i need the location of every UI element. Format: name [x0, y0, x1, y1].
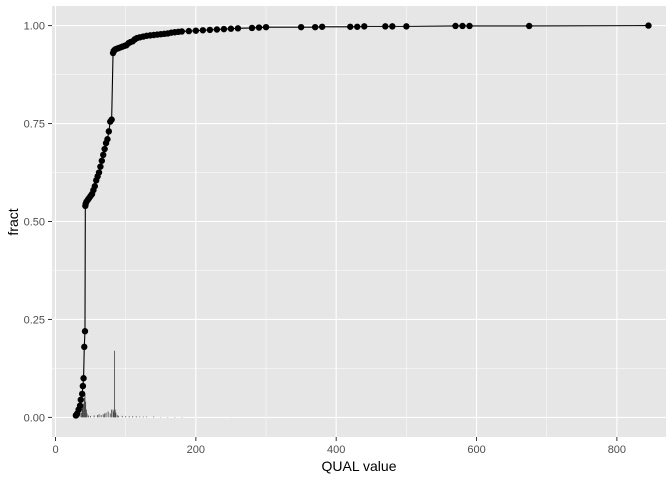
y-tick-label: 0.75 [24, 119, 45, 131]
ecdf-point [459, 22, 466, 30]
y-tick-label: 0.25 [24, 314, 45, 326]
x-axis: 0 200 400 600 800 [52, 437, 626, 456]
x-axis-title: QUAL value [322, 458, 397, 474]
ecdf-point [452, 22, 459, 30]
ecdf-point [95, 169, 103, 176]
ecdf-point [100, 151, 107, 159]
ecdf-points [72, 22, 652, 419]
ecdf-point [192, 27, 200, 34]
ecdf-point [206, 26, 214, 34]
ecdf-point [297, 23, 305, 31]
ecdf-point [645, 22, 652, 29]
ecdf-point [104, 136, 111, 143]
x-tick-label: 400 [327, 444, 345, 456]
ecdf-point [262, 23, 270, 31]
major-gridlines [52, 6, 666, 437]
ecdf-point [227, 25, 235, 32]
x-tick-label: 0 [52, 444, 58, 456]
ecdf-point [389, 23, 396, 30]
x-tick-label: 600 [467, 444, 485, 456]
ecdf-point [318, 23, 326, 30]
ecdf-point [78, 390, 86, 398]
x-tick-label: 200 [187, 444, 205, 456]
ecdf-point [105, 128, 113, 135]
ecdf-point [403, 23, 410, 30]
y-axis: 0.00 0.25 0.50 0.75 1.00 [24, 21, 52, 424]
y-axis-title: fract [5, 208, 21, 235]
ecdf-point [178, 28, 186, 35]
ecdf-point [81, 343, 88, 351]
ecdf-point [81, 328, 89, 335]
ecdf-point [98, 157, 106, 164]
ecdf-point [79, 382, 87, 390]
ecdf-point [311, 23, 319, 31]
ecdf-point [76, 402, 84, 409]
ecdf-point [97, 163, 104, 170]
x-tick-label: 800 [608, 444, 626, 456]
ecdf-point [354, 23, 361, 30]
ecdf-point [248, 24, 256, 32]
ecdf-point [382, 23, 389, 30]
ecdf-point [525, 22, 533, 30]
ecdf-point [108, 116, 115, 123]
ecdf-point [347, 23, 354, 30]
y-tick-label: 0.00 [24, 412, 45, 424]
ecdf-point [101, 145, 108, 153]
ecdf-point [361, 23, 368, 30]
ecdf-point [77, 396, 84, 403]
ecdf-point [199, 27, 207, 34]
ecdf-point [91, 183, 99, 190]
y-tick-label: 1.00 [24, 21, 45, 33]
ecdf-point [220, 25, 228, 33]
ecdf-point [255, 24, 263, 31]
ecdf-point [234, 25, 242, 32]
ecdf-point [213, 26, 221, 33]
ecdf-point [185, 27, 193, 35]
ecdf-point [80, 375, 87, 382]
y-tick-label: 0.50 [24, 217, 45, 229]
ecdf-point [466, 22, 473, 30]
